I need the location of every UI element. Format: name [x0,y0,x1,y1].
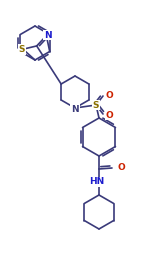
Text: HN: HN [89,178,105,187]
Text: S: S [93,100,99,109]
Text: O: O [106,111,114,120]
Text: O: O [106,91,114,99]
Text: O: O [117,164,125,173]
Text: N: N [71,104,79,113]
Text: S: S [19,45,25,54]
Text: N: N [44,31,52,40]
